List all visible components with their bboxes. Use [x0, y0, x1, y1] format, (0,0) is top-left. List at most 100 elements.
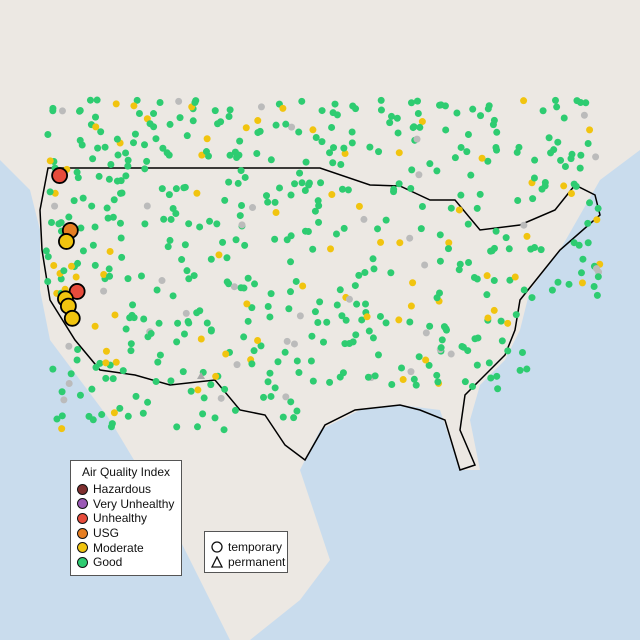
station-marker[interactable]: [76, 391, 84, 399]
station-marker[interactable]: [112, 358, 120, 366]
station-marker[interactable]: [42, 247, 50, 255]
station-marker[interactable]: [233, 153, 241, 161]
station-marker[interactable]: [586, 199, 594, 207]
station-marker[interactable]: [254, 337, 262, 345]
station-marker[interactable]: [86, 96, 94, 104]
station-marker[interactable]: [476, 190, 484, 198]
station-marker[interactable]: [586, 126, 594, 134]
station-marker[interactable]: [323, 318, 331, 326]
station-marker[interactable]: [433, 167, 441, 175]
station-marker[interactable]: [365, 327, 373, 335]
station-marker[interactable]: [74, 346, 82, 354]
station-marker[interactable]: [58, 412, 66, 420]
station-marker[interactable]: [217, 394, 225, 402]
station-marker[interactable]: [287, 398, 295, 406]
station-marker[interactable]: [318, 107, 326, 115]
station-marker[interactable]: [436, 257, 444, 265]
station-marker[interactable]: [523, 365, 531, 373]
station-marker[interactable]: [283, 236, 291, 244]
station-marker[interactable]: [290, 340, 298, 348]
station-marker[interactable]: [100, 287, 108, 295]
station-marker[interactable]: [124, 162, 132, 170]
station-marker[interactable]: [477, 112, 485, 120]
station-marker[interactable]: [98, 411, 106, 419]
station-marker[interactable]: [355, 271, 363, 279]
station-marker[interactable]: [407, 99, 415, 107]
station-marker[interactable]: [567, 190, 575, 197]
station-marker[interactable]: [79, 247, 87, 255]
station-marker[interactable]: [426, 160, 434, 168]
station-marker[interactable]: [455, 266, 463, 274]
station-marker[interactable]: [457, 191, 465, 199]
station-marker[interactable]: [341, 150, 349, 158]
station-marker[interactable]: [156, 99, 164, 107]
station-marker[interactable]: [478, 154, 486, 162]
station-marker[interactable]: [288, 123, 296, 131]
station-marker[interactable]: [65, 342, 73, 350]
station-marker[interactable]: [312, 133, 320, 141]
station-marker[interactable]: [65, 213, 73, 221]
station-marker[interactable]: [106, 272, 114, 280]
station-marker[interactable]: [271, 198, 279, 206]
station-marker[interactable]: [203, 319, 211, 327]
station-marker[interactable]: [537, 246, 545, 254]
station-marker-unhealthy[interactable]: [51, 167, 69, 184]
station-marker[interactable]: [282, 393, 290, 401]
station-marker[interactable]: [240, 284, 248, 292]
station-marker[interactable]: [593, 291, 601, 299]
station-marker[interactable]: [296, 169, 304, 177]
station-marker[interactable]: [89, 241, 97, 249]
station-marker[interactable]: [102, 347, 110, 355]
station-marker[interactable]: [141, 220, 149, 228]
station-marker[interactable]: [456, 260, 464, 268]
station-marker[interactable]: [276, 184, 284, 192]
station-marker[interactable]: [212, 372, 220, 380]
station-marker[interactable]: [124, 275, 132, 283]
station-marker[interactable]: [584, 219, 592, 227]
station-marker[interactable]: [178, 256, 186, 264]
station-marker[interactable]: [199, 410, 207, 418]
station-marker[interactable]: [307, 357, 315, 365]
station-marker[interactable]: [111, 311, 119, 319]
station-marker[interactable]: [377, 96, 385, 104]
station-marker[interactable]: [594, 204, 602, 212]
station-marker[interactable]: [160, 215, 168, 223]
station-marker[interactable]: [445, 239, 453, 247]
station-marker[interactable]: [516, 366, 524, 374]
station-marker[interactable]: [539, 107, 547, 115]
station-marker[interactable]: [132, 392, 140, 400]
station-marker[interactable]: [530, 174, 538, 182]
station-marker[interactable]: [464, 220, 472, 228]
station-marker[interactable]: [238, 221, 246, 229]
station-marker[interactable]: [327, 245, 335, 253]
station-marker[interactable]: [469, 383, 477, 391]
station-marker[interactable]: [579, 255, 587, 263]
station-marker[interactable]: [469, 105, 477, 113]
station-marker[interactable]: [233, 361, 241, 369]
station-marker[interactable]: [286, 288, 294, 296]
station-marker[interactable]: [74, 174, 82, 182]
station-marker[interactable]: [193, 189, 201, 197]
station-marker[interactable]: [545, 134, 553, 142]
station-marker[interactable]: [314, 197, 322, 205]
station-marker[interactable]: [119, 367, 127, 375]
station-marker[interactable]: [417, 225, 425, 233]
station-marker[interactable]: [191, 99, 199, 107]
station-marker[interactable]: [352, 331, 360, 339]
station-marker[interactable]: [377, 106, 385, 114]
station-marker[interactable]: [473, 361, 481, 369]
station-marker[interactable]: [283, 337, 291, 345]
permanent-monitor-marker[interactable]: [197, 372, 205, 379]
station-marker[interactable]: [110, 409, 118, 417]
station-marker[interactable]: [101, 143, 109, 151]
station-marker[interactable]: [155, 319, 163, 327]
station-marker[interactable]: [592, 153, 600, 161]
station-marker[interactable]: [107, 161, 115, 169]
station-marker[interactable]: [57, 275, 65, 283]
station-marker[interactable]: [105, 175, 113, 183]
station-marker[interactable]: [152, 135, 160, 143]
station-marker[interactable]: [112, 100, 120, 108]
station-marker[interactable]: [455, 206, 463, 214]
station-marker[interactable]: [130, 139, 138, 147]
station-marker[interactable]: [272, 208, 280, 216]
